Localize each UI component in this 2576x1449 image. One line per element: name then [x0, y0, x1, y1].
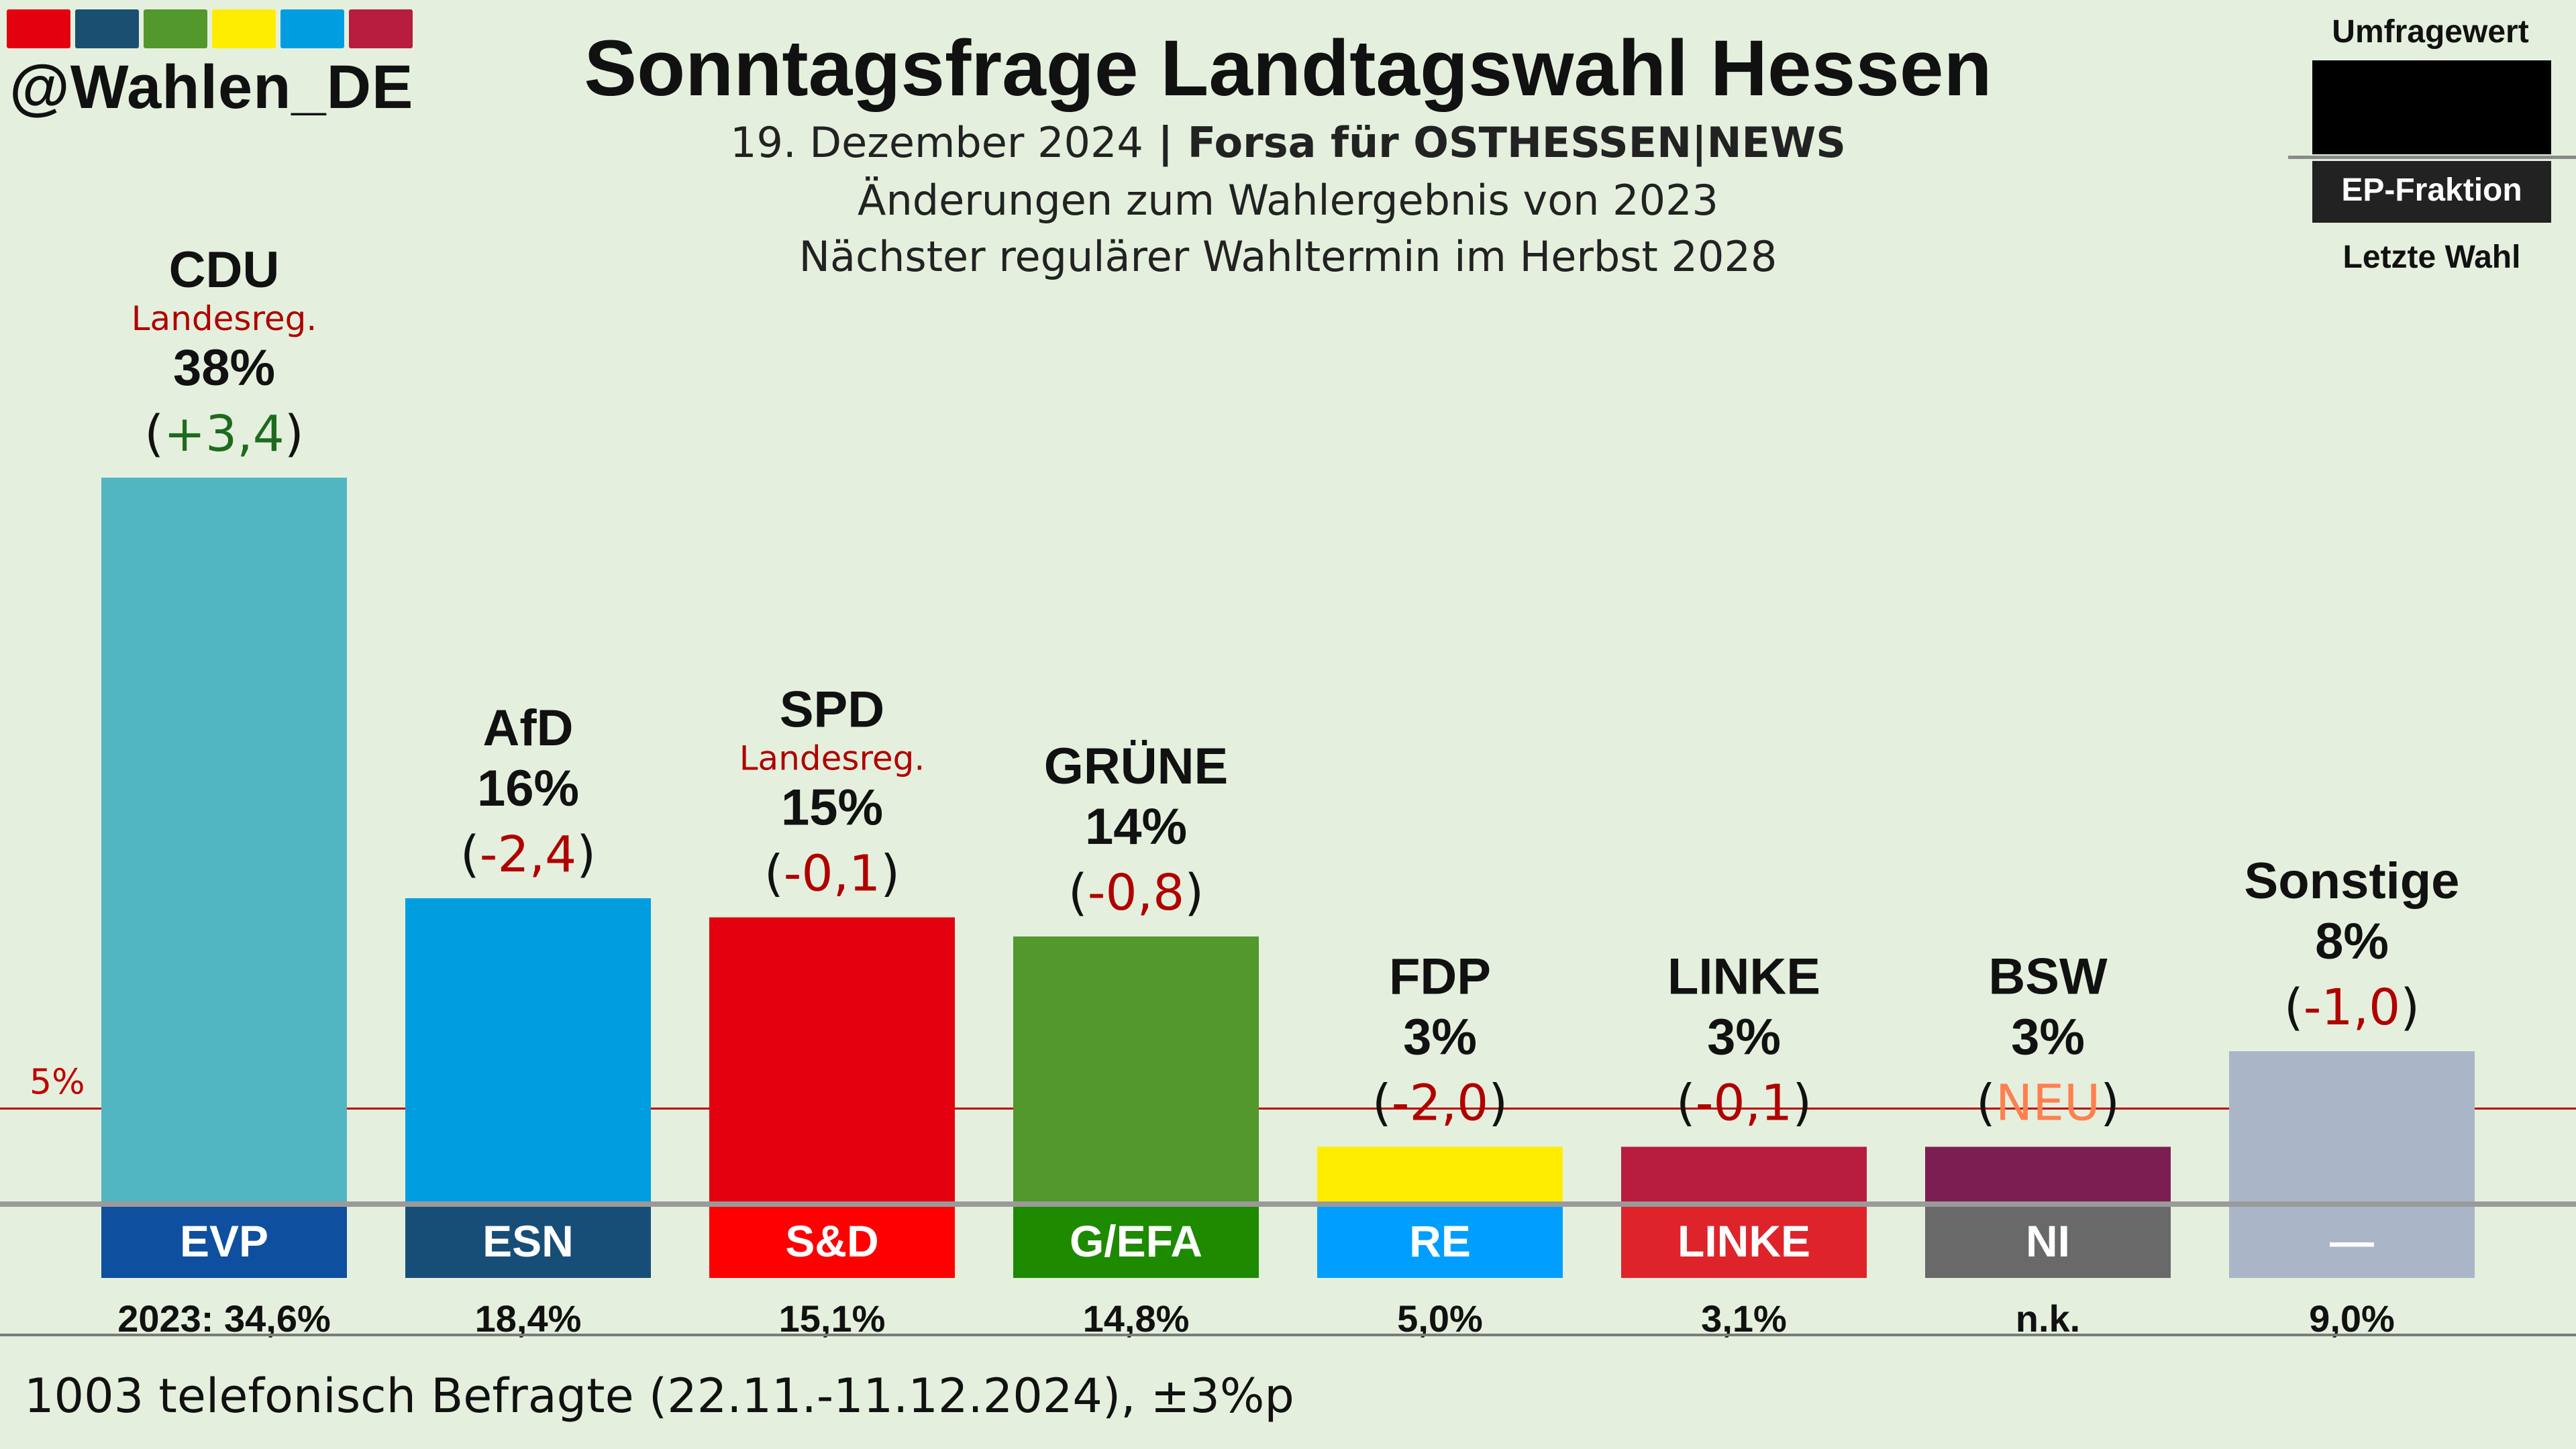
ep-group-label: RE — [1409, 1216, 1471, 1266]
last-election-label: n.k. — [2016, 1297, 2080, 1340]
ep-group-label: EVP — [180, 1216, 268, 1266]
ep-group-box — [1621, 1204, 1867, 1278]
legend-umfragewert-label: Umfragewert — [2332, 14, 2529, 50]
ep-group-box — [405, 1204, 651, 1278]
footer-sample-note: 1003 telefonisch Befragte (22.11.-11.12.… — [24, 1368, 1294, 1424]
logo-color-block — [144, 9, 207, 48]
bar — [405, 898, 651, 1204]
last-election-label: 9,0% — [2309, 1297, 2395, 1340]
chart-baseline — [0, 1201, 2576, 1207]
change-label: (-2,4) — [460, 826, 596, 883]
bar — [1621, 1146, 1867, 1204]
government-note: Landesreg. — [132, 299, 317, 338]
party-label: AfD — [482, 700, 573, 757]
party-label: LINKE — [1667, 949, 1820, 1006]
logo-color-block — [75, 9, 139, 48]
legend-ep-fraktion-label: EP-Fraktion — [2341, 172, 2522, 208]
party-label: Sonstige — [2245, 853, 2460, 910]
value-label: 16% — [477, 760, 579, 817]
last-election-label: 3,1% — [1701, 1297, 1787, 1340]
change-label: (-0,1) — [764, 845, 900, 903]
value-label: 15% — [781, 780, 883, 837]
chart-title: Sonntagsfrage Landtagswahl Hessen — [584, 24, 1992, 113]
value-label: 3% — [1403, 1009, 1477, 1066]
legend-ep-swatch — [2312, 161, 2551, 223]
bar — [2229, 1051, 2475, 1204]
value-label: 3% — [2011, 1009, 2085, 1066]
legend-letzte-wahl-label: Letzte Wahl — [2342, 239, 2521, 275]
party-label: GRÜNE — [1044, 738, 1228, 795]
legend-baseline — [2288, 156, 2576, 159]
ep-group-label: NI — [2026, 1216, 2070, 1266]
ep-group-box — [1317, 1204, 1563, 1278]
subtitle-changes-note: Änderungen zum Wahlergebnis von 2023 — [858, 176, 1718, 225]
subtitle-date: 19. Dezember 2024 — [730, 118, 1143, 167]
bar — [709, 917, 955, 1204]
party-label: BSW — [1988, 949, 2108, 1006]
party-label: CDU — [169, 241, 280, 299]
logo-color-block — [7, 9, 70, 48]
government-note: Landesreg. — [739, 739, 925, 778]
ep-group-box — [1925, 1204, 2171, 1278]
value-label: 14% — [1085, 798, 1187, 855]
party-label: FDP — [1389, 949, 1491, 1006]
change-label: (-2,0) — [1372, 1075, 1508, 1132]
subtitle-next-election: Nächster regulärer Wahltermin im Herbst … — [798, 232, 1778, 281]
ep-group-label: G/EFA — [1070, 1216, 1202, 1266]
change-label: (-1,0) — [2284, 979, 2420, 1036]
threshold-label: 5% — [30, 1063, 85, 1103]
subtitle-source: Forsa für OSTHESSEN|NEWS — [1187, 118, 1846, 167]
legend-poll-swatch — [2312, 60, 2551, 154]
brand-handle: @Wahlen_DE — [9, 53, 414, 121]
bar — [101, 478, 347, 1204]
chart-subtitle: 19. Dezember 2024 | Forsa für OSTHESSEN|… — [0, 118, 2576, 167]
ep-group-label: S&D — [785, 1216, 878, 1266]
value-label: 3% — [1707, 1009, 1781, 1066]
ep-group-label: LINKE — [1678, 1216, 1810, 1266]
logo-color-block — [349, 9, 413, 48]
ep-group-box — [709, 1204, 955, 1278]
change-label: (+3,4) — [144, 405, 303, 463]
party-label: SPD — [780, 682, 884, 739]
last-election-label: 15,1% — [779, 1297, 886, 1340]
logo-color-block — [212, 9, 276, 48]
footer-divider — [0, 1334, 2576, 1336]
bar — [1925, 1146, 2171, 1204]
value-label: 8% — [2315, 913, 2389, 970]
last-election-label: 5,0% — [1397, 1297, 1483, 1340]
ep-group-box — [1013, 1204, 1259, 1278]
change-label: (-0,1) — [1676, 1075, 1812, 1132]
subtitle-separator: | — [1143, 118, 1188, 167]
bar — [1013, 936, 1259, 1204]
ep-group-label: ESN — [482, 1216, 574, 1266]
ep-group-box — [2229, 1204, 2475, 1278]
bar — [1317, 1146, 1563, 1204]
last-election-label: 14,8% — [1083, 1297, 1190, 1340]
ep-group-box — [101, 1204, 347, 1278]
value-label: 38% — [173, 339, 275, 396]
change-label: (-0,8) — [1068, 864, 1204, 922]
logo-color-strip — [7, 9, 413, 48]
logo-color-block — [280, 9, 344, 48]
ep-group-label: — — [2330, 1216, 2374, 1266]
last-election-label: 2023: 34,6% — [117, 1297, 331, 1340]
change-label: (NEU) — [1976, 1075, 2120, 1132]
last-election-label: 18,4% — [475, 1297, 582, 1340]
